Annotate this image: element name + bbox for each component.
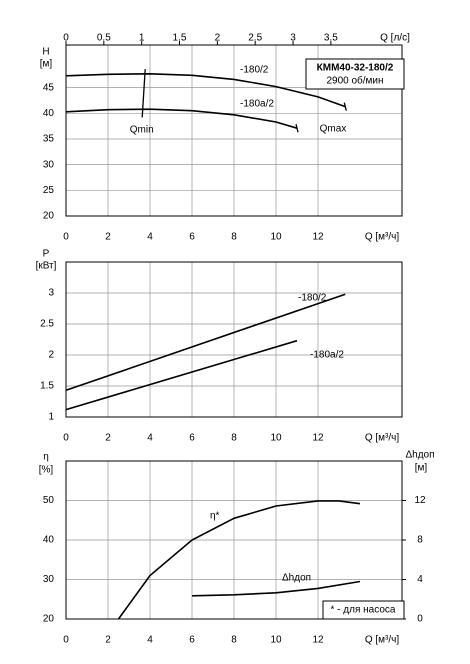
y-tick-label: 3 [48,288,54,299]
y-axis-unit: [%] [39,465,54,476]
y-tick-label: 1 [48,412,54,423]
x-tick-label: 12 [312,433,324,444]
x-tick-label: 2 [105,232,111,243]
x-tick-label: 10 [270,433,282,444]
plot-frame [65,44,403,217]
title-box [305,58,405,90]
x-axis-label: Q [м³/ч] [365,635,400,646]
annotation: Qmax [320,123,347,134]
y-tick-label: 40 [43,108,55,119]
y-tick-label: 2 [48,350,54,361]
y2-axis-unit: [м] [415,463,428,474]
qmax-marker [343,102,347,111]
x2-axis-label: Q [л/с] [380,33,410,44]
x-tick-label: 8 [231,433,237,444]
x2-tick-label: 2 [215,33,221,44]
y-tick-label: 20 [43,211,55,222]
curve-label: -180a/2 [240,99,274,110]
y2-tick-label: 0 [417,614,423,625]
curve [65,72,346,108]
x-tick-label: 4 [147,433,153,444]
y-tick-label: 35 [43,134,55,145]
y-tick-label: 50 [43,495,55,506]
x-tick-label: 6 [189,232,195,243]
x-tick-label: 2 [105,635,111,646]
x-tick-label: 8 [231,232,237,243]
x2-tick-label: 3 [290,33,296,44]
chart-subtitle: 2900 об/мин [326,75,383,87]
y2-axis-label: Δhдоп [405,450,434,461]
curve-label: -180a/2 [310,350,344,361]
curve [191,580,361,597]
curve-label: -180/2 [240,65,269,76]
curve [117,500,361,620]
y-tick-label: 2.5 [40,319,54,330]
x-tick-label: 6 [189,635,195,646]
x2-tick-label: 2.5 [248,33,262,44]
plot-frame [65,261,403,418]
x2-tick-label: 1.5 [173,33,187,44]
qmin-marker [141,69,146,118]
note: * - для насоса [331,605,396,616]
x2-tick-label: 3.5 [324,33,338,44]
y2-tick-label: 8 [417,535,423,546]
curve [65,108,298,129]
x-axis-label: Q [м³/ч] [365,433,400,444]
qmax-marker [295,124,299,133]
y-axis-label: P [43,249,50,260]
x-tick-label: 0 [63,232,69,243]
curve [65,293,346,392]
x-tick-label: 12 [312,635,324,646]
y-tick-label: 45 [43,82,55,93]
curve-label: η* [210,511,220,522]
y-tick-label: 40 [43,535,55,546]
x-tick-label: 4 [147,635,153,646]
y-tick-label: 20 [43,614,55,625]
y2-tick-label: 4 [417,574,423,585]
plot-frame [65,460,403,620]
y2-tick-label: 12 [414,495,426,506]
x-tick-label: 0 [63,433,69,444]
y-tick-label: 30 [43,574,55,585]
x-tick-label: 6 [189,433,195,444]
x-tick-label: 10 [270,232,282,243]
y-axis-unit: [кВт] [36,261,57,272]
x-axis-label: Q [м³/ч] [365,232,400,243]
x2-tick-label: 1 [139,33,145,44]
x2-tick-label: 0.5 [97,33,111,44]
x-tick-label: 12 [312,232,324,243]
x-tick-label: 2 [105,433,111,444]
y-tick-label: 25 [43,185,55,196]
curve [65,339,298,411]
curve-label: Δhдоп [282,573,311,584]
x-tick-label: 0 [63,635,69,646]
x-tick-label: 10 [270,635,282,646]
chart-title: КММ40-32-180/2 [317,63,394,74]
y-axis-label: H [42,47,49,58]
x-tick-label: 4 [147,232,153,243]
note-box [322,600,405,620]
y-axis-label: η [43,452,49,463]
x2-tick-label: 0 [63,33,69,44]
y-tick-label: 1.5 [40,381,54,392]
annotation: Qmin [130,124,154,135]
x-tick-label: 8 [231,635,237,646]
curve-label: -180/2 [298,293,327,304]
y-axis-unit: [м] [40,59,53,70]
y-tick-label: 30 [43,159,55,170]
